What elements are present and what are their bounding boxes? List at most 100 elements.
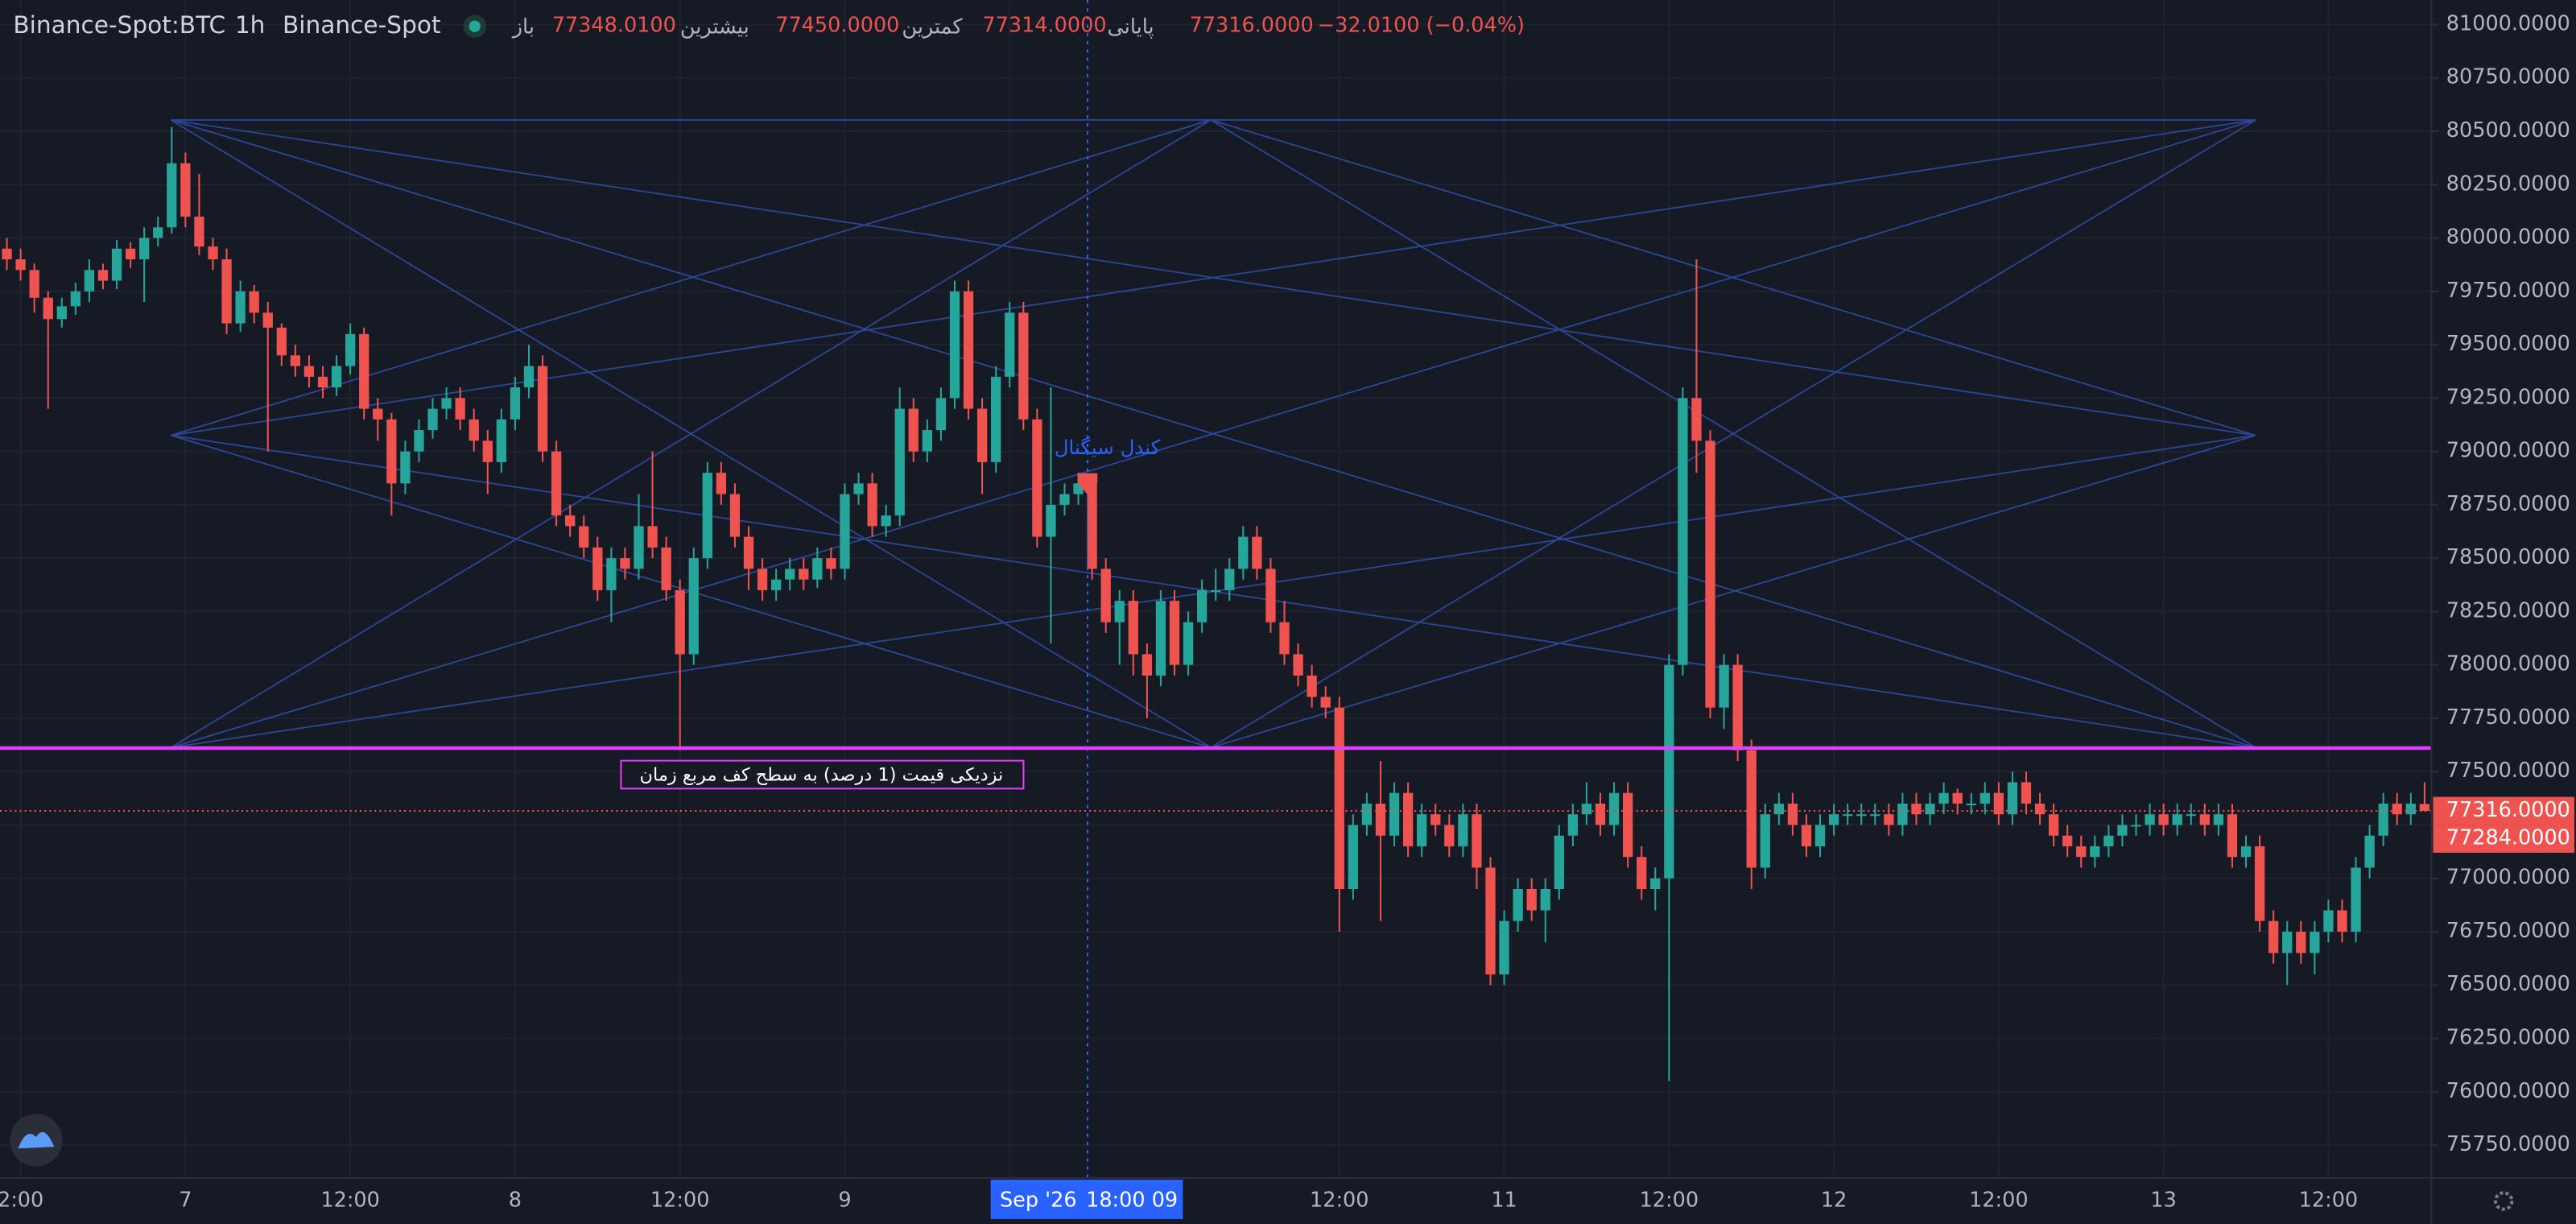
candle-body [1705, 440, 1715, 708]
candle-body [991, 376, 1001, 462]
candle-body [1870, 814, 1880, 817]
candle-body [1128, 601, 1138, 655]
candle-body [510, 387, 521, 420]
candle-body [1732, 664, 1743, 751]
candle-body [675, 589, 685, 655]
candle-body [2351, 867, 2361, 932]
candle-body [579, 526, 589, 548]
candle-body [496, 419, 506, 462]
low-label: کمترین [902, 15, 963, 39]
candle-body [1897, 803, 1908, 825]
candle-body [1843, 814, 1853, 817]
candle-body [139, 238, 150, 260]
y-tick-label: 80000.0000 [2446, 225, 2570, 250]
candle-body [785, 569, 795, 580]
x-tick-label: 2:00 [0, 1188, 43, 1212]
candle-body [770, 579, 782, 590]
high-value: 77450.0000 [775, 14, 899, 38]
candle-body [1993, 792, 2004, 815]
y-tick-label: 79750.0000 [2446, 279, 2570, 303]
interval[interactable]: 1h [235, 11, 266, 39]
y-tick-label: 81000.0000 [2446, 11, 2570, 35]
candle-body [1348, 825, 1358, 889]
y-tick-label: 75750.0000 [2446, 1132, 2570, 1156]
candle-body [2117, 825, 2128, 836]
candle-body [1402, 792, 1414, 846]
candle-body [812, 558, 823, 580]
symbol[interactable]: Binance-Spot:BTC [13, 11, 225, 39]
candle-body [2158, 814, 2169, 825]
last-price-label: 77316.0000 [2446, 798, 2570, 822]
x-tick-label: 12:00 [650, 1188, 710, 1212]
candle-body [729, 494, 741, 537]
candle-body [317, 376, 328, 388]
x-tick-label: 12:00 [1969, 1188, 2029, 1212]
candle-body [2172, 814, 2182, 825]
candle-body [2254, 846, 2265, 921]
candle-body [688, 558, 699, 655]
candle-body [2186, 814, 2196, 817]
candle-body [2062, 835, 2073, 846]
level-label-box [620, 759, 1025, 790]
candle-body [1787, 803, 1798, 825]
candle-body [194, 217, 204, 247]
candle-body [1828, 814, 1839, 825]
candle-body [1265, 569, 1276, 622]
candle-body [180, 163, 191, 217]
candle-body [1691, 398, 1702, 441]
candle-body [1320, 697, 1331, 708]
candle-body [1925, 803, 1935, 815]
candle-body [1183, 622, 1194, 665]
candle-body [2392, 803, 2402, 815]
candle-body [2076, 846, 2087, 858]
candle-body [482, 440, 493, 462]
candle-body [1472, 814, 1482, 868]
candle-body [2310, 931, 2320, 953]
candle-body [757, 569, 768, 590]
candle-body [1540, 888, 1550, 911]
settings-icon[interactable] [2493, 1191, 2514, 1211]
close-value: 77316.0000 [1190, 14, 1314, 38]
candle-body [2090, 846, 2100, 858]
candle-body [1581, 803, 1592, 815]
candle-body [373, 408, 383, 420]
candle-body [2021, 782, 2032, 804]
second-price-label: 77284.0000 [2446, 826, 2570, 850]
candle-body [1884, 814, 1894, 825]
y-tick-label: 77500.0000 [2446, 759, 2570, 783]
close-label: پایانی [1108, 15, 1154, 39]
x-tick-label: 11 [1491, 1188, 1517, 1212]
candle-body [125, 248, 136, 260]
candle-body [661, 547, 671, 590]
candle-body [2227, 814, 2238, 858]
candle-body [249, 291, 259, 313]
candle-body [276, 327, 287, 356]
candle-body [976, 408, 988, 462]
candle-body [1595, 803, 1606, 825]
y-tick-label: 76000.0000 [2446, 1079, 2570, 1103]
candle-body [1155, 601, 1166, 676]
candle-body [1773, 803, 1784, 815]
candle-body [2131, 825, 2141, 827]
candle-body [1444, 825, 1455, 846]
candle-body [2034, 803, 2046, 815]
candle-body [345, 333, 356, 366]
y-tick-label: 80750.0000 [2446, 65, 2570, 89]
y-tick-label: 79250.0000 [2446, 385, 2570, 409]
candle-body [1224, 569, 1235, 590]
candle-body [2199, 814, 2210, 825]
change: −32.0100 (−0.04%) [1318, 14, 1525, 38]
candle-body [1856, 814, 1867, 817]
candle-body [799, 569, 809, 580]
candle-body [1911, 803, 1922, 815]
candle-body [1114, 601, 1125, 622]
candle-body [620, 558, 630, 569]
candle-body [1334, 707, 1344, 889]
candle-body [606, 558, 617, 590]
candle-body [2405, 803, 2416, 815]
crosshair-time-box [990, 1179, 1183, 1219]
candle-body [97, 270, 109, 281]
candle-body [455, 398, 465, 420]
candle-body [2337, 910, 2347, 932]
